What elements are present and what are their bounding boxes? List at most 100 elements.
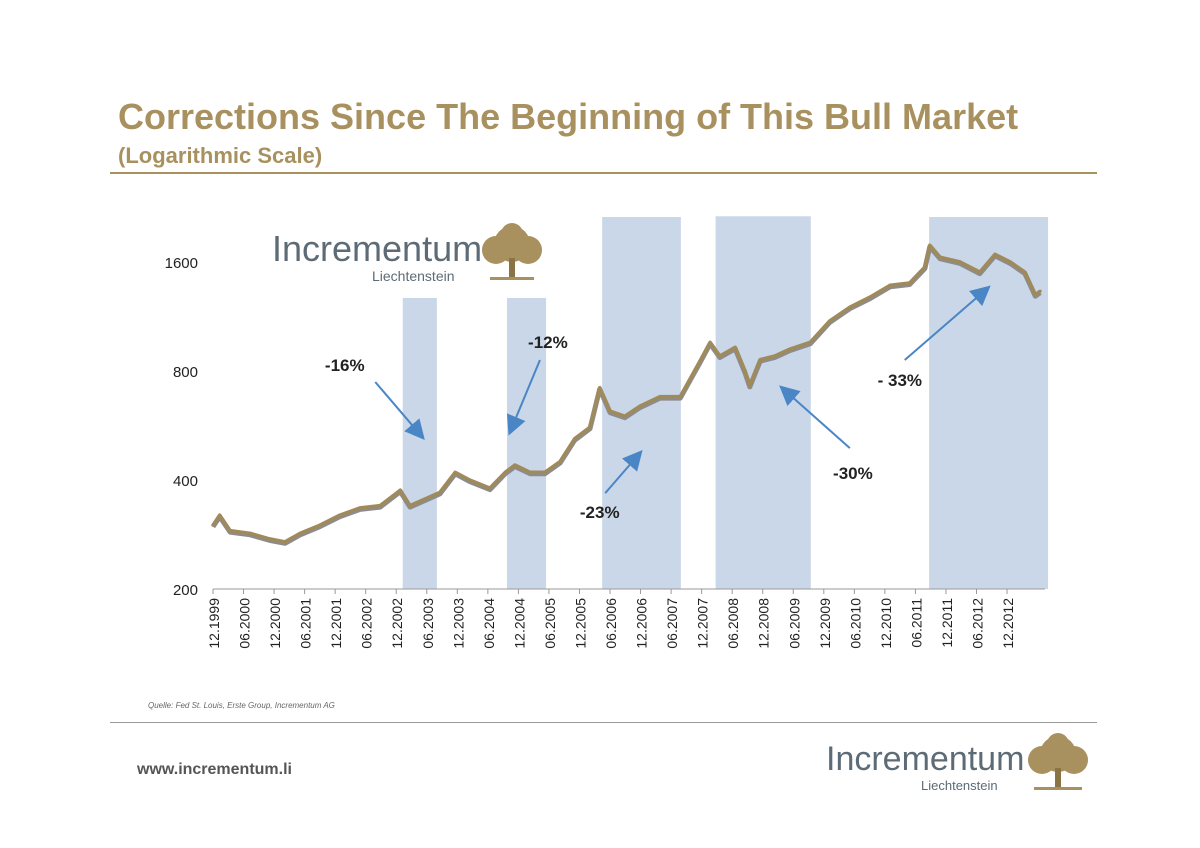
price-point: [848, 305, 852, 309]
x-tick-label: 06.2006: [603, 598, 619, 649]
x-tick-label: 06.2005: [542, 598, 558, 649]
price-point: [773, 354, 777, 358]
correction-period-shade: [402, 297, 437, 589]
price-point: [1023, 270, 1027, 274]
price-point: [758, 358, 762, 362]
price-point: [718, 354, 722, 358]
tree-icon: [1028, 733, 1088, 790]
y-tick-label: 200: [173, 582, 198, 599]
annotation-arrow: [904, 285, 991, 361]
price-point: [938, 255, 942, 259]
y-tick-label: 1600: [165, 255, 198, 272]
x-tick-label: 12.2012: [1000, 598, 1016, 649]
price-point: [283, 540, 287, 544]
price-point: [588, 425, 592, 429]
footer-logo-name: Incrementum: [826, 740, 1025, 778]
correction-period-shade: [929, 217, 1049, 589]
price-point: [908, 281, 912, 285]
x-tick-label: 12.2007: [695, 598, 711, 649]
chart-logo: Incrementum Liechtenstein: [272, 223, 557, 290]
price-point: [453, 470, 457, 474]
price-point: [638, 404, 642, 408]
x-tick-label: 12.2006: [634, 598, 650, 649]
price-point: [1008, 260, 1012, 264]
x-tick-label: 06.2003: [420, 598, 436, 649]
annotation-label: - 33%: [878, 371, 922, 390]
annotation-arrow: [779, 385, 851, 449]
annotation-label: -23%: [580, 503, 620, 522]
price-point: [211, 523, 215, 527]
price-point: [788, 347, 792, 351]
price-point: [438, 490, 442, 494]
correction-period-shade: [602, 217, 681, 589]
y-tick-label: 800: [173, 364, 198, 381]
price-point: [658, 395, 662, 399]
price-point: [688, 377, 692, 381]
price-point: [423, 497, 427, 501]
price-point: [408, 504, 412, 508]
price-point: [318, 523, 322, 527]
price-point: [298, 531, 302, 535]
price-point: [708, 340, 712, 344]
x-tick-label: 06.2009: [786, 598, 802, 649]
price-point: [338, 513, 342, 517]
x-tick-label: 06.2010: [847, 598, 863, 649]
x-tick-label: 12.2004: [511, 598, 527, 649]
price-point: [543, 470, 547, 474]
annotation-arrow: [374, 381, 425, 440]
x-tick-label: 06.2007: [664, 598, 680, 649]
price-point: [958, 260, 962, 264]
price-point: [513, 463, 517, 467]
price-point: [733, 345, 737, 349]
x-tick-label: 12.2005: [572, 598, 588, 649]
price-point: [928, 243, 932, 247]
price-point: [228, 529, 232, 533]
title-divider: [110, 172, 1097, 174]
annotation-label: -16%: [325, 356, 365, 375]
price-point: [1033, 293, 1037, 297]
x-tick-label: 12.2008: [756, 598, 772, 649]
price-point: [503, 470, 507, 474]
price-point: [743, 369, 747, 373]
price-point: [558, 459, 562, 463]
price-point: [1038, 289, 1042, 293]
x-tick-label: 12.1999: [206, 598, 222, 649]
price-point: [828, 319, 832, 323]
x-tick-label: 06.2002: [359, 598, 375, 649]
price-point: [993, 252, 997, 256]
website-link[interactable]: www.incrementum.li: [137, 761, 292, 778]
x-tick-label: 12.2002: [389, 598, 405, 649]
annotation-arrow: [506, 359, 541, 436]
price-point: [528, 470, 532, 474]
price-point: [978, 270, 982, 274]
price-point: [888, 283, 892, 287]
price-point: [398, 488, 402, 492]
footer-logo-sub: Liechtenstein: [921, 778, 998, 793]
x-tick-label: 12.2011: [939, 598, 955, 648]
price-point: [923, 265, 927, 269]
x-tick-label: 12.2010: [878, 598, 894, 649]
price-point: [378, 504, 382, 508]
price-point: [358, 506, 362, 510]
correction-period-shade: [507, 297, 547, 589]
price-point: [678, 395, 682, 399]
correction-period-shade: [715, 216, 811, 589]
x-tick-label: 06.2011: [908, 598, 924, 648]
tree-icon: [482, 223, 542, 280]
x-tick-label: 12.2001: [328, 598, 344, 649]
price-point: [608, 409, 612, 413]
x-tick-label: 06.2000: [237, 598, 253, 649]
annotation-label: -12%: [528, 333, 568, 352]
price-point: [868, 295, 872, 299]
annotation-arrow: [604, 449, 643, 494]
price-point: [248, 531, 252, 535]
footer-divider: [110, 722, 1097, 723]
price-point: [268, 537, 272, 541]
x-tick-label: 06.2001: [298, 598, 314, 649]
x-tick-label: 12.2009: [817, 598, 833, 649]
logo-name: Incrementum: [272, 228, 483, 269]
price-point: [748, 383, 752, 387]
price-point: [573, 437, 577, 441]
x-tick-label: 06.2012: [970, 598, 986, 649]
